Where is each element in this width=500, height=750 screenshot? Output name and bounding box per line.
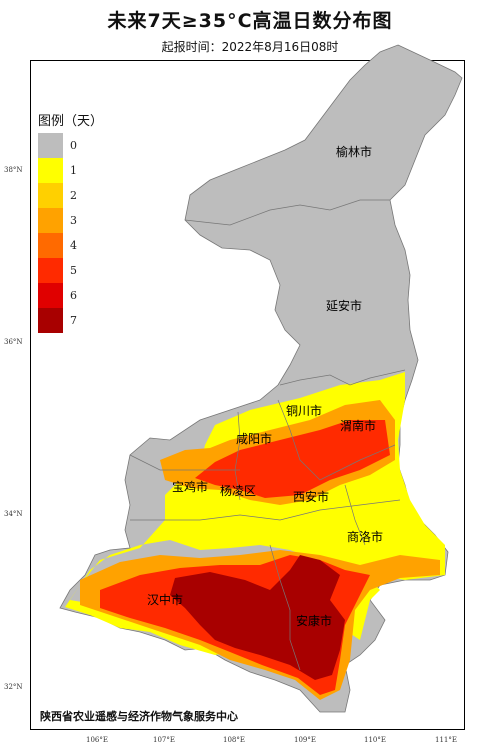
city-label-baoji: 宝鸡市 [172, 478, 208, 495]
lon-tick: 108°E [223, 736, 245, 744]
legend-label: 1 [70, 164, 77, 177]
legend-label: 5 [70, 264, 77, 277]
city-label-xian: 西安市 [293, 488, 329, 505]
legend-item: 1 [38, 158, 77, 183]
city-label-yangling: 杨凌区 [220, 482, 256, 499]
legend-item: 6 [38, 283, 77, 308]
legend-swatch [38, 308, 63, 333]
city-label-ankang: 安康市 [296, 612, 332, 629]
legend-swatch [38, 133, 63, 158]
lon-tick: 106°E [86, 736, 108, 744]
city-label-yulin: 榆林市 [336, 143, 372, 160]
legend-swatch [38, 283, 63, 308]
city-label-shangluo: 商洛市 [347, 528, 383, 545]
lon-tick: 107°E [153, 736, 175, 744]
legend-label: 7 [70, 314, 77, 327]
legend-item: 2 [38, 183, 77, 208]
lat-tick: 38°N [4, 166, 23, 174]
legend-label: 6 [70, 289, 77, 302]
lat-tick: 36°N [4, 338, 23, 346]
legend-swatch [38, 183, 63, 208]
city-label-hanzhong: 汉中市 [147, 591, 183, 608]
city-label-tongchuan: 铜川市 [286, 402, 322, 419]
city-label-xianyang: 咸阳市 [236, 430, 272, 447]
legend-item: 3 [38, 208, 77, 233]
footer-credit: 陕西省农业遥感与经济作物气象服务中心 [40, 708, 238, 724]
legend-item: 4 [38, 233, 77, 258]
city-label-weinan: 渭南市 [340, 417, 376, 434]
legend: 0 1 2 3 4 5 6 7 [38, 133, 77, 333]
legend-item: 7 [38, 308, 77, 333]
legend-swatch [38, 208, 63, 233]
legend-item: 0 [38, 133, 77, 158]
legend-title: 图例（天） [38, 110, 103, 129]
legend-label: 3 [70, 214, 77, 227]
lat-tick: 32°N [4, 683, 23, 691]
legend-swatch [38, 233, 63, 258]
legend-label: 0 [70, 139, 77, 152]
lon-tick: 109°E [294, 736, 316, 744]
lat-tick: 34°N [4, 510, 23, 518]
legend-swatch [38, 258, 63, 283]
lon-tick: 111°E [435, 736, 457, 744]
legend-label: 2 [70, 189, 77, 202]
legend-item: 5 [38, 258, 77, 283]
legend-swatch [38, 158, 63, 183]
lon-tick: 110°E [364, 736, 386, 744]
legend-label: 4 [70, 239, 77, 252]
city-label-yanan: 延安市 [326, 297, 362, 314]
